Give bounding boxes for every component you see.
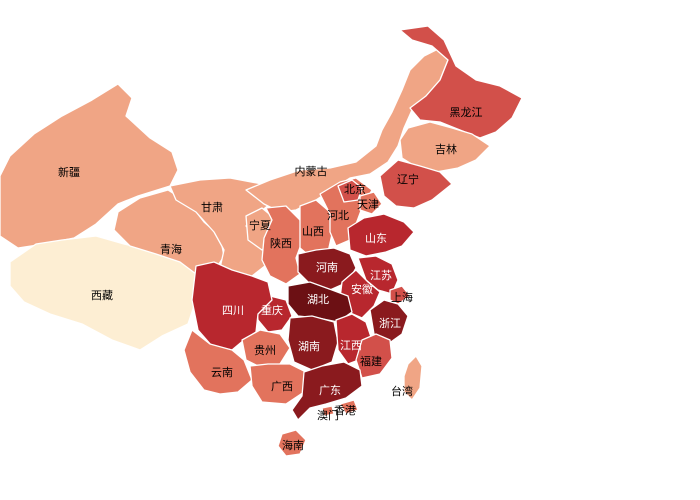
region-jilin[interactable] (399, 121, 491, 173)
region-beijing[interactable] (337, 179, 363, 203)
region-guizhou[interactable] (241, 329, 291, 369)
region-guangdong[interactable] (291, 361, 363, 421)
region-fujian[interactable] (355, 333, 393, 379)
region-shaanxi[interactable] (261, 205, 303, 285)
region-hunan[interactable] (287, 315, 339, 371)
region-shandong[interactable] (347, 213, 415, 257)
region-liaoning[interactable] (379, 159, 453, 209)
region-guangxi[interactable] (249, 363, 307, 405)
region-hainan[interactable] (277, 429, 307, 457)
region-shanghai[interactable] (389, 285, 411, 305)
province-layer (0, 25, 523, 457)
region-xianggang[interactable] (339, 399, 359, 415)
region-yunnan[interactable] (183, 329, 253, 395)
region-sichuan[interactable] (191, 261, 273, 351)
region-taiwan[interactable] (403, 355, 423, 401)
region-aomen[interactable] (321, 405, 335, 417)
region-tianjin[interactable] (359, 191, 383, 215)
region-xizang[interactable] (9, 235, 197, 351)
